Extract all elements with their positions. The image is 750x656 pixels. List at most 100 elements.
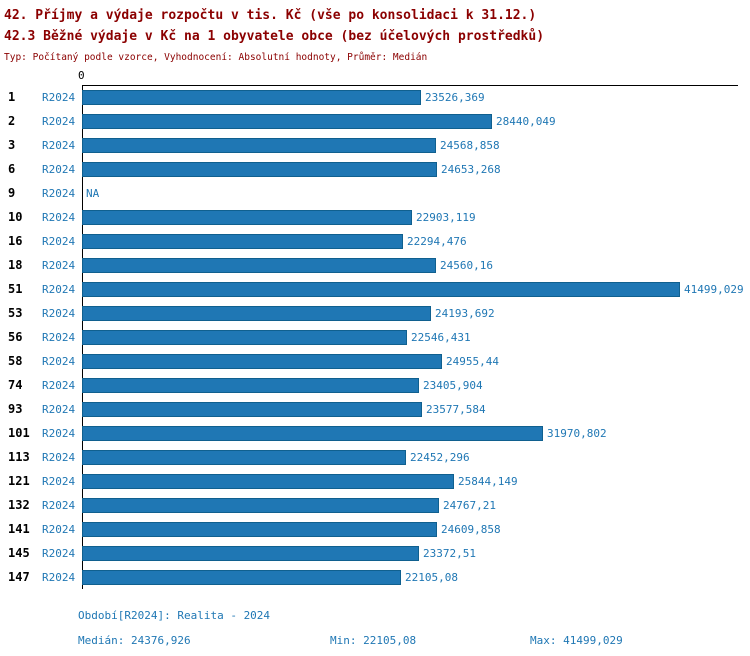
chart-row: 9 R2024 NA	[0, 181, 750, 205]
row-period-label: R2024	[42, 354, 76, 368]
chart-row: 147 R2024 22105,08	[0, 565, 750, 589]
row-value-label: NA	[86, 186, 100, 200]
chart-title-line1: 42. Příjmy a výdaje rozpočtu v tis. Kč (…	[4, 8, 537, 23]
row-id-label: 132	[8, 498, 30, 512]
bar-area: 23526,369	[82, 85, 750, 109]
value-bar	[82, 89, 421, 105]
row-id-label: 51	[8, 282, 23, 296]
bar-area: 23372,51	[82, 541, 750, 565]
chart-row: 2 R2024 28440,049	[0, 109, 750, 133]
row-id-label: 9	[8, 186, 16, 200]
value-bar	[82, 137, 436, 153]
value-bar	[82, 497, 439, 513]
row-value-label: 23405,904	[423, 378, 483, 392]
row-id-label: 56	[8, 330, 23, 344]
value-bar	[82, 377, 419, 393]
row-period-label: R2024	[42, 114, 76, 128]
row-period-label: R2024	[42, 450, 76, 464]
row-id-label: 6	[8, 162, 16, 176]
chart-row: 1 R2024 23526,369	[0, 85, 750, 109]
row-id-label: 16	[8, 234, 23, 248]
row-id-label: 53	[8, 306, 23, 320]
row-value-label: 41499,029	[684, 282, 744, 296]
chart-row: 56 R2024 22546,431	[0, 325, 750, 349]
row-period-label: R2024	[42, 162, 76, 176]
row-id-label: 2	[8, 114, 16, 128]
row-period-label: R2024	[42, 378, 76, 392]
value-bar	[82, 401, 422, 417]
footer-median-label: Medián: 24376,926	[78, 634, 191, 647]
bar-area: 23405,904	[82, 373, 750, 397]
value-bar	[82, 257, 436, 273]
chart-row: 16 R2024 22294,476	[0, 229, 750, 253]
chart-row: 93 R2024 23577,584	[0, 397, 750, 421]
chart-row: 113 R2024 22452,296	[0, 445, 750, 469]
row-period-label: R2024	[42, 306, 76, 320]
row-period-label: R2024	[42, 474, 76, 488]
bar-area: 23577,584	[82, 397, 750, 421]
row-period-label: R2024	[42, 522, 76, 536]
row-period-label: R2024	[42, 498, 76, 512]
footer-stats: Medián: 24376,926 Min: 22105,08 Max: 414…	[78, 634, 750, 647]
bar-area: 22294,476	[82, 229, 750, 253]
footer-min-label: Min: 22105,08	[330, 634, 417, 647]
row-value-label: 23372,51	[423, 546, 476, 560]
bar-area: 22105,08	[82, 565, 750, 589]
row-period-label: R2024	[42, 258, 76, 272]
bar-area: 24767,21	[82, 493, 750, 517]
row-period-label: R2024	[42, 90, 76, 104]
chart-rows: 1 R2024 23526,369 2 R2024 28440,049 3 R2024 2456…	[0, 85, 750, 589]
chart-row: 145 R2024 23372,51	[0, 541, 750, 565]
chart-subtitle: Typ: Počítaný podle vzorce, Vyhodnocení:…	[4, 52, 428, 63]
chart-row: 132 R2024 24767,21	[0, 493, 750, 517]
value-bar	[82, 545, 419, 561]
row-id-label: 3	[8, 138, 16, 152]
row-value-label: 22903,119	[416, 210, 476, 224]
row-value-label: 22294,476	[407, 234, 467, 248]
bar-area: 24653,268	[82, 157, 750, 181]
row-id-label: 74	[8, 378, 23, 392]
row-id-label: 93	[8, 402, 23, 416]
row-id-label: 101	[8, 426, 30, 440]
value-bar	[82, 305, 431, 321]
bar-area: NA	[82, 181, 750, 205]
row-value-label: 24955,44	[446, 354, 499, 368]
row-id-label: 121	[8, 474, 30, 488]
row-period-label: R2024	[42, 282, 76, 296]
value-bar	[82, 425, 543, 441]
row-id-label: 145	[8, 546, 30, 560]
row-period-label: R2024	[42, 234, 76, 248]
row-period-label: R2024	[42, 426, 76, 440]
chart-row: 74 R2024 23405,904	[0, 373, 750, 397]
bar-area: 31970,802	[82, 421, 750, 445]
bar-area: 22452,296	[82, 445, 750, 469]
bar-area: 24955,44	[82, 349, 750, 373]
row-value-label: 23577,584	[426, 402, 486, 416]
row-value-label: 22546,431	[411, 330, 471, 344]
bar-area: 24193,692	[82, 301, 750, 325]
row-id-label: 147	[8, 570, 30, 584]
row-id-label: 1	[8, 90, 16, 104]
row-id-label: 18	[8, 258, 23, 272]
chart-row: 10 R2024 22903,119	[0, 205, 750, 229]
row-period-label: R2024	[42, 210, 76, 224]
row-period-label: R2024	[42, 546, 76, 560]
row-id-label: 141	[8, 522, 30, 536]
chart-title-line2: 42.3 Běžné výdaje v Kč na 1 obyvatele ob…	[4, 29, 545, 44]
chart-row: 6 R2024 24653,268	[0, 157, 750, 181]
footer-period-label: Období[R2024]: Realita - 2024	[78, 609, 271, 622]
value-bar	[82, 281, 680, 297]
chart-row: 101 R2024 31970,802	[0, 421, 750, 445]
row-value-label: 24560,16	[440, 258, 493, 272]
bar-area: 41499,029	[82, 277, 750, 301]
bar-area: 22903,119	[82, 205, 750, 229]
value-bar	[82, 353, 442, 369]
chart-row: 58 R2024 24955,44	[0, 349, 750, 373]
horizontal-bar-chart: 0 1 R2024 23526,369 2 R2024 28440,049 3 R2024 24…	[0, 69, 750, 589]
bar-area: 28440,049	[82, 109, 750, 133]
row-id-label: 113	[8, 450, 30, 464]
row-value-label: 22105,08	[405, 570, 458, 584]
row-value-label: 22452,296	[410, 450, 470, 464]
row-period-label: R2024	[42, 330, 76, 344]
row-value-label: 24767,21	[443, 498, 496, 512]
